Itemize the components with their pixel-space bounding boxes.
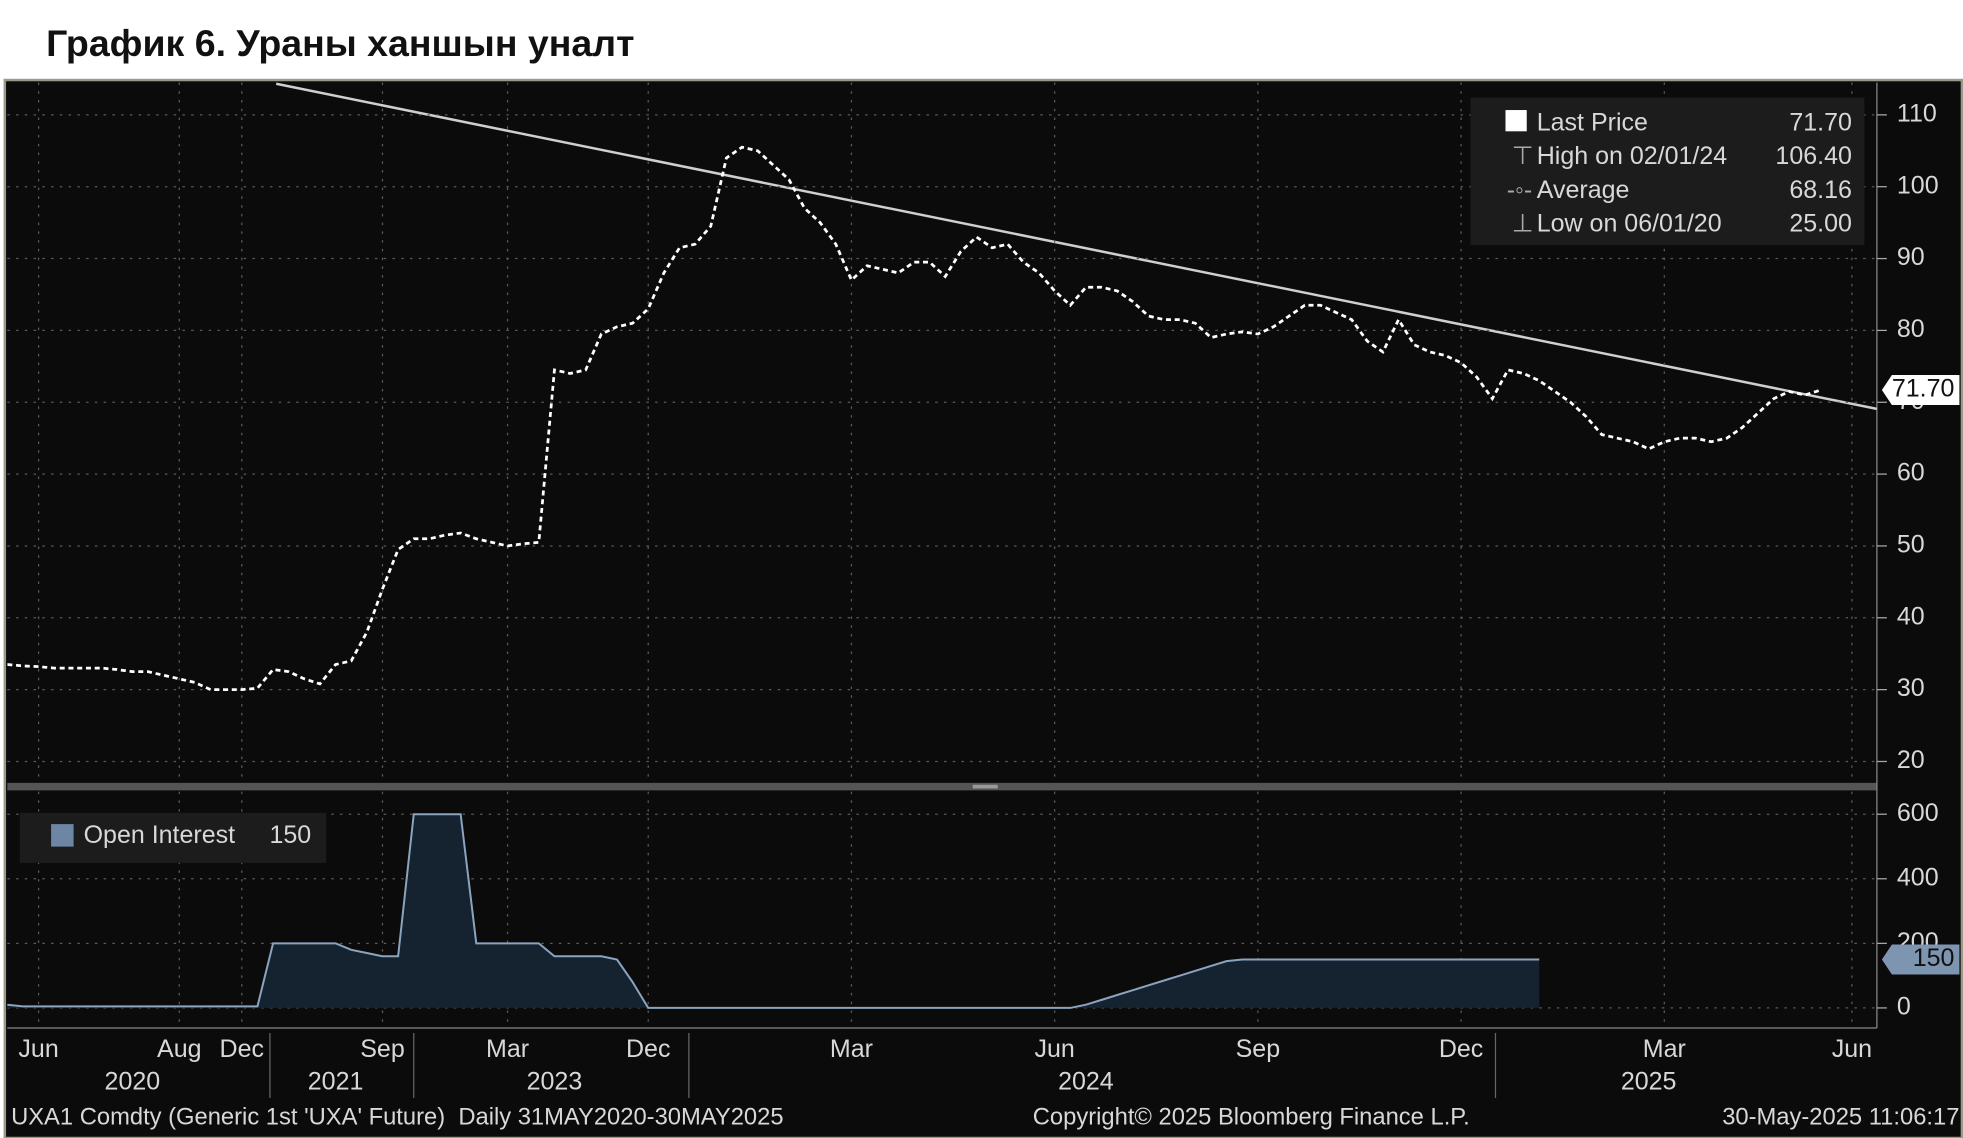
x-year-label: 2024: [1058, 1068, 1114, 1096]
x-year-label: 2020: [105, 1068, 161, 1096]
footer-left: UXA1 Comdty (Generic 1st 'UXA' Future) D…: [11, 1103, 783, 1130]
x-tick-label: Aug: [157, 1035, 201, 1063]
legend-label: Last Price: [1537, 108, 1648, 136]
legend-label: Open Interest: [84, 821, 236, 849]
legend-label: Low on 06/01/20: [1537, 210, 1722, 238]
x-year-label: 2023: [527, 1068, 583, 1096]
legend-icon: ⊥: [1512, 210, 1534, 238]
legend-value: 25.00: [1789, 210, 1852, 238]
legend-box: [1470, 97, 1865, 246]
last-value-tag: [1881, 375, 1960, 406]
y-tick-label: 30: [1897, 674, 1925, 702]
legend-label: Average: [1537, 176, 1630, 204]
legend-icon: ⊤: [1512, 142, 1534, 170]
last-value-label: 71.70: [1892, 375, 1955, 403]
y-tick-label: 60: [1897, 459, 1925, 487]
legend-value: 71.70: [1789, 108, 1852, 136]
y2-tick-label: 600: [1897, 799, 1939, 827]
x-tick-label: Mar: [1643, 1035, 1686, 1063]
year-separators: [269, 1032, 1497, 1098]
price-line: [7, 145, 1822, 692]
y-tick-label: 20: [1897, 746, 1925, 774]
legend-value: 68.16: [1789, 176, 1852, 204]
last-value-tag: [1881, 944, 1960, 975]
x-tick-label: Jun: [1832, 1035, 1872, 1063]
y2-tick-label: 0: [1897, 993, 1911, 1021]
x-tick-label: Mar: [486, 1035, 529, 1063]
y-tick-label: 90: [1897, 243, 1925, 271]
x-tick-label: Dec: [626, 1035, 670, 1063]
y-tick-label: 100: [1897, 171, 1939, 199]
legend-value: 106.40: [1775, 142, 1851, 170]
x-tick-label: Dec: [1439, 1035, 1483, 1063]
x-tick-label: Sep: [1236, 1035, 1280, 1063]
x-tick-label: Sep: [360, 1035, 404, 1063]
legend-icon: -◦-: [1507, 176, 1533, 204]
footer-center: Copyright© 2025 Bloomberg Finance L.P.: [1033, 1103, 1470, 1130]
legend-label: High on 02/01/24: [1537, 142, 1728, 170]
trend-line: [275, 82, 1877, 411]
legend-value: 150: [269, 821, 311, 849]
y2-tick-label: 400: [1897, 863, 1939, 891]
last-value-label: 150: [1913, 944, 1955, 972]
y-tick-label: 80: [1897, 315, 1925, 343]
x-tick-label: Jun: [18, 1035, 58, 1063]
legend-swatch: [51, 824, 74, 847]
x-tick-label: Mar: [830, 1035, 873, 1063]
x-tick-label: Jun: [1035, 1035, 1075, 1063]
oi-line: [7, 813, 1540, 1009]
x-tick-label: Dec: [220, 1035, 264, 1063]
y-tick-label: 50: [1897, 531, 1925, 559]
x-year-label: 2025: [1621, 1068, 1677, 1096]
plot-layer: 20304050607080901001100200400600JunAugDe…: [7, 82, 1939, 1096]
oi-area: [7, 814, 1540, 1008]
footer-right: 30-May-2025 11:06:17: [1722, 1103, 1959, 1130]
legend-swatch: [1505, 110, 1527, 132]
chart-title: График 6. Ураны ханшын уналт: [46, 22, 634, 64]
x-year-label: 2021: [308, 1068, 364, 1096]
y-tick-label: 40: [1897, 602, 1925, 630]
y-tick-label: 110: [1897, 99, 1937, 127]
